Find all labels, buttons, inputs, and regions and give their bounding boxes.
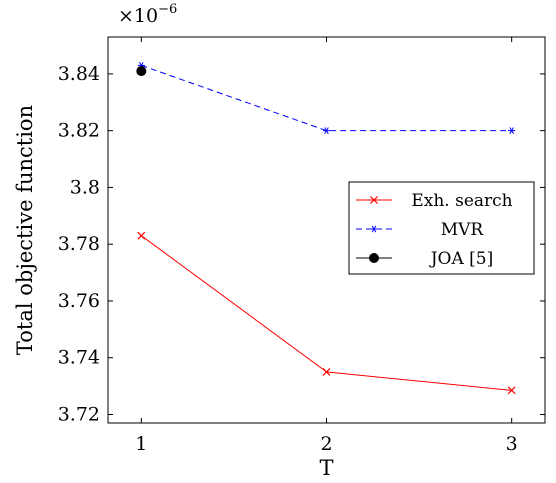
legend-marker-joa-5: [369, 253, 379, 263]
legend-entry-mvr: MVR: [356, 220, 484, 240]
legend-label-exh-search: Exh. search: [411, 191, 512, 211]
y-tick-label: 3.8: [70, 176, 100, 198]
x-tick-label: 1: [135, 433, 147, 455]
legend-entry-joa-5: JOA [5]: [356, 249, 493, 269]
y-tick-label: 3.82: [58, 120, 100, 142]
series-line-mvr: [141, 64, 512, 132]
legend-box: [348, 181, 535, 275]
axis-ticks: 1 2 3 3.72 3.74 3.76 3.78 3.8 3.82 3.84: [58, 37, 545, 455]
legend: Exh. search MVR JOA [5]: [348, 181, 535, 275]
legend-marker-mvr: [370, 225, 378, 233]
series-joa-5: [136, 66, 147, 77]
x-tick-label: 2: [320, 433, 332, 455]
y-multiplier-exponent: −6: [158, 2, 177, 17]
data-point-exh-search: [322, 367, 331, 376]
y-tick-label: 3.74: [58, 347, 100, 369]
y-tick-label: 3.72: [58, 403, 100, 425]
legend-marker-exh-search: [370, 196, 378, 204]
y-tick-label: 3.76: [58, 290, 100, 312]
data-point-joa-5: [136, 66, 147, 77]
y-multiplier: ×10−6: [118, 2, 177, 27]
y-tick-label: 3.78: [58, 233, 100, 255]
series-mvr: [137, 62, 516, 135]
series-layer: [136, 62, 516, 395]
series-exh-search: [137, 231, 516, 395]
y-tick-label: 3.84: [58, 63, 100, 85]
data-point-exh-search: [137, 231, 146, 240]
legend-label-joa-5: JOA [5]: [429, 249, 494, 269]
data-point-mvr: [322, 127, 331, 135]
x-tick-label: 3: [506, 433, 518, 455]
x-axis-label: T: [319, 456, 333, 480]
y-axis-label: Total objective function: [13, 105, 37, 355]
data-point-mvr: [508, 127, 516, 135]
legend-entry-exh-search: Exh. search: [356, 191, 513, 211]
data-point-exh-search: [507, 386, 516, 395]
y-multiplier-base: ×10: [118, 5, 158, 27]
legend-label-mvr: MVR: [441, 220, 485, 240]
